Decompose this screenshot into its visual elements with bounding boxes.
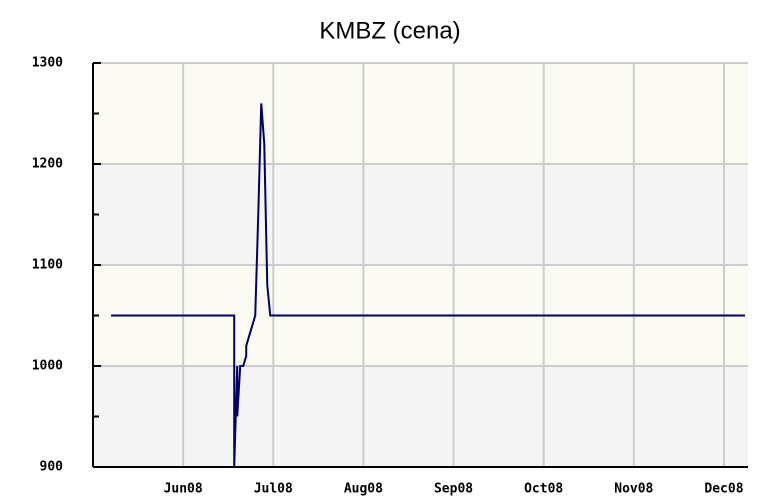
plot-band (93, 63, 748, 164)
plot-band (93, 366, 748, 467)
x-tick-label: Oct08 (524, 482, 563, 497)
chart-title: KMBZ (cena) (319, 17, 460, 44)
x-tick-label: Nov08 (614, 482, 653, 497)
x-tick-label: Jun08 (164, 482, 203, 497)
y-tick-label: 1300 (32, 56, 63, 71)
x-tick-label: Aug08 (344, 482, 383, 497)
x-tick-label: Jul08 (254, 482, 293, 497)
x-tick-label: Dec08 (704, 482, 743, 497)
x-tick-label: Sep08 (434, 482, 473, 497)
y-tick-label: 1000 (32, 359, 63, 374)
y-tick-label: 900 (40, 460, 64, 475)
data-line (111, 103, 745, 468)
y-tick-label: 1200 (32, 157, 63, 172)
plot-band (93, 164, 748, 265)
y-tick-label: 1100 (32, 258, 63, 273)
